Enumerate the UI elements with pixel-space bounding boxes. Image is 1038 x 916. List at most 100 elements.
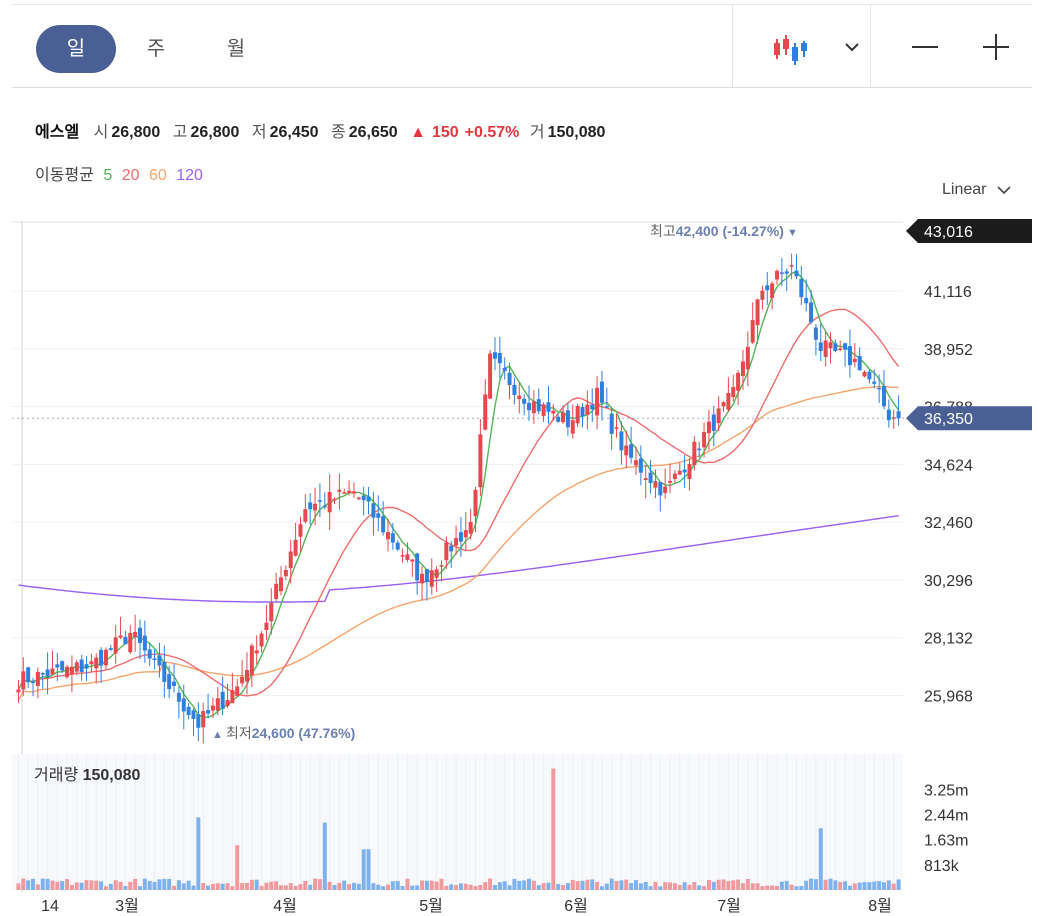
- volume-bar: [672, 883, 677, 890]
- candle-body: [497, 352, 502, 364]
- volume-bar: [458, 883, 463, 890]
- volume-bar: [886, 880, 891, 890]
- tab-weekly[interactable]: 주: [146, 38, 166, 60]
- volume-bar: [84, 880, 89, 890]
- candle-body: [590, 404, 595, 410]
- volume-bar: [731, 880, 736, 890]
- volume-bar: [60, 881, 65, 890]
- scale-selector[interactable]: Linear: [942, 181, 1013, 199]
- candle-body: [16, 689, 21, 693]
- candle-body: [162, 661, 167, 682]
- candle-body: [113, 637, 118, 654]
- candle-body: [838, 348, 843, 351]
- candle-body: [896, 411, 901, 419]
- candle-body: [653, 481, 658, 488]
- volume-bar: [444, 885, 449, 890]
- candle-body: [31, 681, 36, 684]
- candle-body: [454, 538, 459, 546]
- candle-body: [507, 372, 512, 386]
- volume-bar: [16, 883, 21, 890]
- moving-average-legend[interactable]: 이동평균 5 20 60 120: [35, 161, 208, 185]
- candle-body: [288, 551, 293, 569]
- volume-bar: [181, 883, 186, 890]
- tab-daily[interactable]: 일: [36, 25, 116, 73]
- volume-bar: [147, 880, 152, 890]
- candle-body: [235, 686, 240, 697]
- candle-body: [721, 402, 726, 407]
- candle-body: [444, 542, 449, 561]
- volume-bar: [891, 883, 896, 890]
- candle-body: [210, 705, 215, 711]
- volume-panel-bg: [12, 754, 903, 890]
- candle-body: [21, 671, 26, 690]
- candle-body: [716, 408, 721, 424]
- x-tick-label: 3월: [115, 897, 139, 915]
- volume-bar: [750, 883, 755, 890]
- toolbar-divider: [732, 5, 733, 87]
- volume-bar: [794, 886, 799, 890]
- volume-bar: [677, 885, 682, 890]
- volume-bar: [162, 878, 167, 890]
- volume-bar: [279, 885, 284, 890]
- volume-bar: [682, 882, 687, 890]
- volume-bar: [395, 881, 400, 890]
- candle-body: [400, 555, 405, 557]
- candle-body: [220, 691, 225, 709]
- volume-bar: [604, 883, 609, 890]
- candle-body: [434, 569, 439, 578]
- tab-monthly[interactable]: 월: [226, 38, 246, 60]
- candle-body: [736, 372, 741, 391]
- volume-bar: [172, 885, 177, 890]
- candle-body: [536, 399, 541, 412]
- x-tick-label: 8월: [868, 897, 892, 915]
- volume-bar: [167, 878, 172, 890]
- volume-tick-label: 813k: [924, 858, 960, 875]
- ma-120-label: 120: [176, 167, 203, 184]
- candle-body: [556, 416, 561, 422]
- candle-body: [40, 673, 45, 675]
- candle-body: [230, 690, 235, 704]
- volume-bar: [283, 885, 288, 890]
- volume-bar: [264, 882, 269, 890]
- volume-bar: [881, 882, 886, 890]
- candle-body: [531, 401, 536, 414]
- scale-label: Linear: [942, 181, 987, 198]
- low-label: 저: [251, 124, 267, 141]
- candle-body: [843, 343, 848, 350]
- volume-bar: [580, 880, 585, 890]
- candle-body: [381, 516, 386, 533]
- volume-bar: [702, 886, 707, 890]
- candle-body: [682, 469, 687, 473]
- volume-bar: [624, 879, 629, 890]
- stock-name: 에스엘: [35, 124, 80, 141]
- chevron-down-icon[interactable]: [842, 37, 862, 57]
- zoom-in-button[interactable]: [978, 29, 1014, 65]
- volume-bar: [896, 879, 901, 890]
- candle-body: [176, 692, 181, 702]
- volume-tick-label: 2.44m: [924, 808, 968, 825]
- candle-body: [123, 636, 128, 645]
- candle-body: [492, 352, 497, 359]
- candle-body: [585, 404, 590, 415]
- volume-bar: [609, 878, 614, 890]
- volume-bar: [79, 882, 84, 890]
- volume-bar: [240, 883, 245, 890]
- candle-body: [89, 661, 94, 665]
- volume-bar: [599, 886, 604, 890]
- candle-body: [84, 664, 89, 669]
- candle-body: [196, 714, 201, 728]
- volume-bar: [648, 886, 653, 890]
- candle-body: [677, 470, 682, 475]
- candle-body: [809, 302, 814, 323]
- zoom-out-button[interactable]: [906, 29, 942, 65]
- candle-body: [244, 670, 249, 682]
- candle-body: [706, 421, 711, 434]
- volume-bar: [381, 886, 386, 890]
- change-percent: +0.57%: [464, 124, 520, 141]
- candle-body: [274, 583, 279, 600]
- volume-bar: [818, 828, 823, 890]
- candle-body: [283, 570, 288, 577]
- volume-bar: [74, 882, 79, 890]
- candlestick-icon[interactable]: [772, 33, 812, 67]
